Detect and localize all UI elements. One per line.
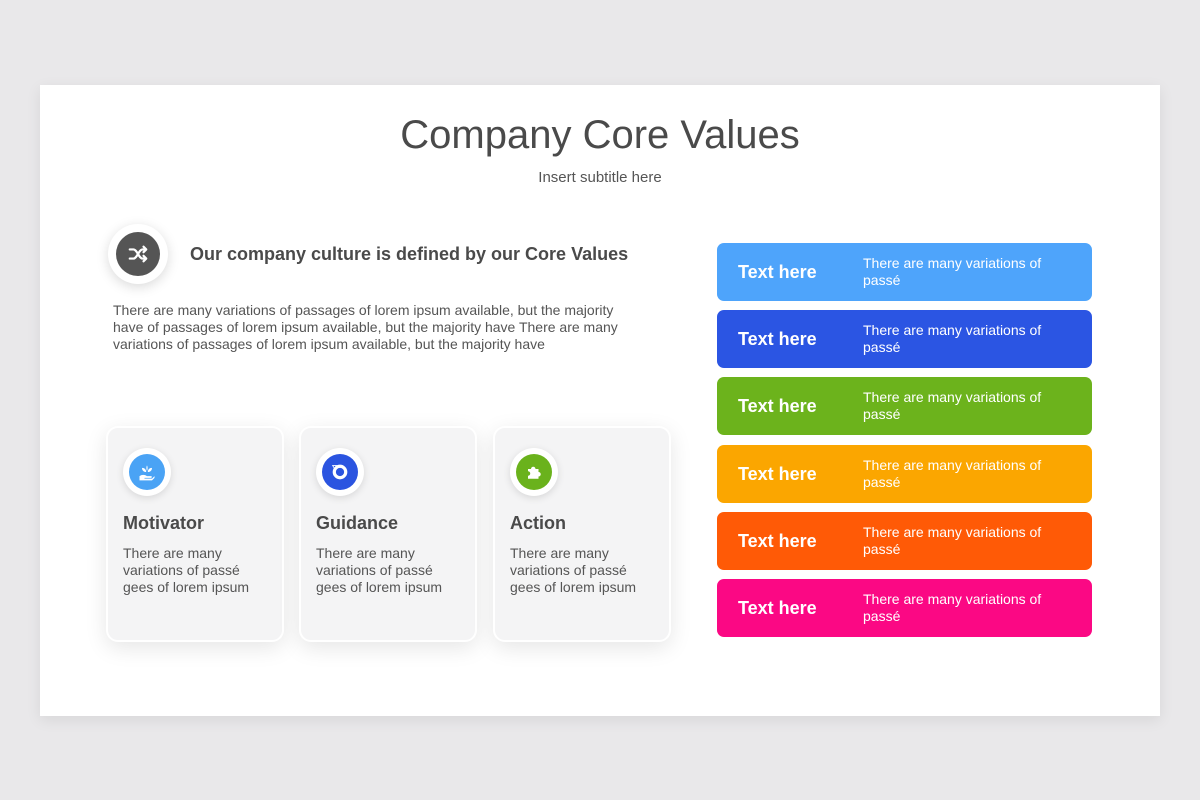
intro-icon-badge xyxy=(108,224,168,284)
card-guidance: Guidance There are many variations of pa… xyxy=(299,426,477,642)
shuffle-icon xyxy=(116,232,160,276)
card-text: There are many variations of passé gees … xyxy=(316,545,443,595)
card-motivator: Motivator There are many variations of p… xyxy=(106,426,284,642)
value-bar: Text here There are many variations of pa… xyxy=(717,445,1092,503)
card-icon-badge xyxy=(123,448,171,496)
target-icon xyxy=(322,454,358,490)
value-bar: Text here There are many variations of pa… xyxy=(717,512,1092,570)
card-icon-badge xyxy=(510,448,558,496)
bar-label: Text here xyxy=(738,329,817,349)
card-text: There are many variations of passé gees … xyxy=(123,545,250,595)
bar-label: Text here xyxy=(738,598,817,618)
bar-text: There are many variations of passé xyxy=(863,389,1042,422)
value-bar: Text here There are many variations of pa… xyxy=(717,310,1092,368)
card-title: Motivator xyxy=(123,513,204,533)
bar-text: There are many variations of passé xyxy=(863,591,1042,624)
hand-plant-icon xyxy=(129,454,165,490)
intro-heading: Our company culture is defined by our Co… xyxy=(190,244,629,264)
bar-text: There are many variations of passé xyxy=(863,255,1042,288)
bar-text: There are many variations of passé xyxy=(863,457,1042,490)
value-bar: Text here There are many variations of pa… xyxy=(717,377,1092,435)
page-subtitle: Insert subtitle here xyxy=(538,169,662,186)
value-bar: Text here There are many variations of pa… xyxy=(717,243,1092,301)
slide: Company Core Values Insert subtitle here… xyxy=(40,85,1160,716)
bar-text: There are many variations of passé xyxy=(863,524,1042,557)
bar-label: Text here xyxy=(738,262,817,282)
intro-paragraph: There are many variations of passages of… xyxy=(113,302,618,352)
bar-label: Text here xyxy=(738,531,817,551)
card-icon-badge xyxy=(316,448,364,496)
value-bar: Text here There are many variations of pa… xyxy=(717,579,1092,637)
card-title: Guidance xyxy=(316,513,399,533)
page-title: Company Core Values xyxy=(400,113,800,157)
puzzle-icon xyxy=(516,454,552,490)
bar-text: There are many variations of passé xyxy=(863,322,1042,355)
card-text: There are many variations of passé gees … xyxy=(510,545,637,595)
bar-label: Text here xyxy=(738,396,817,416)
card-action: Action There are many variations of pass… xyxy=(493,426,671,642)
bar-label: Text here xyxy=(738,464,817,484)
card-title: Action xyxy=(510,513,566,533)
